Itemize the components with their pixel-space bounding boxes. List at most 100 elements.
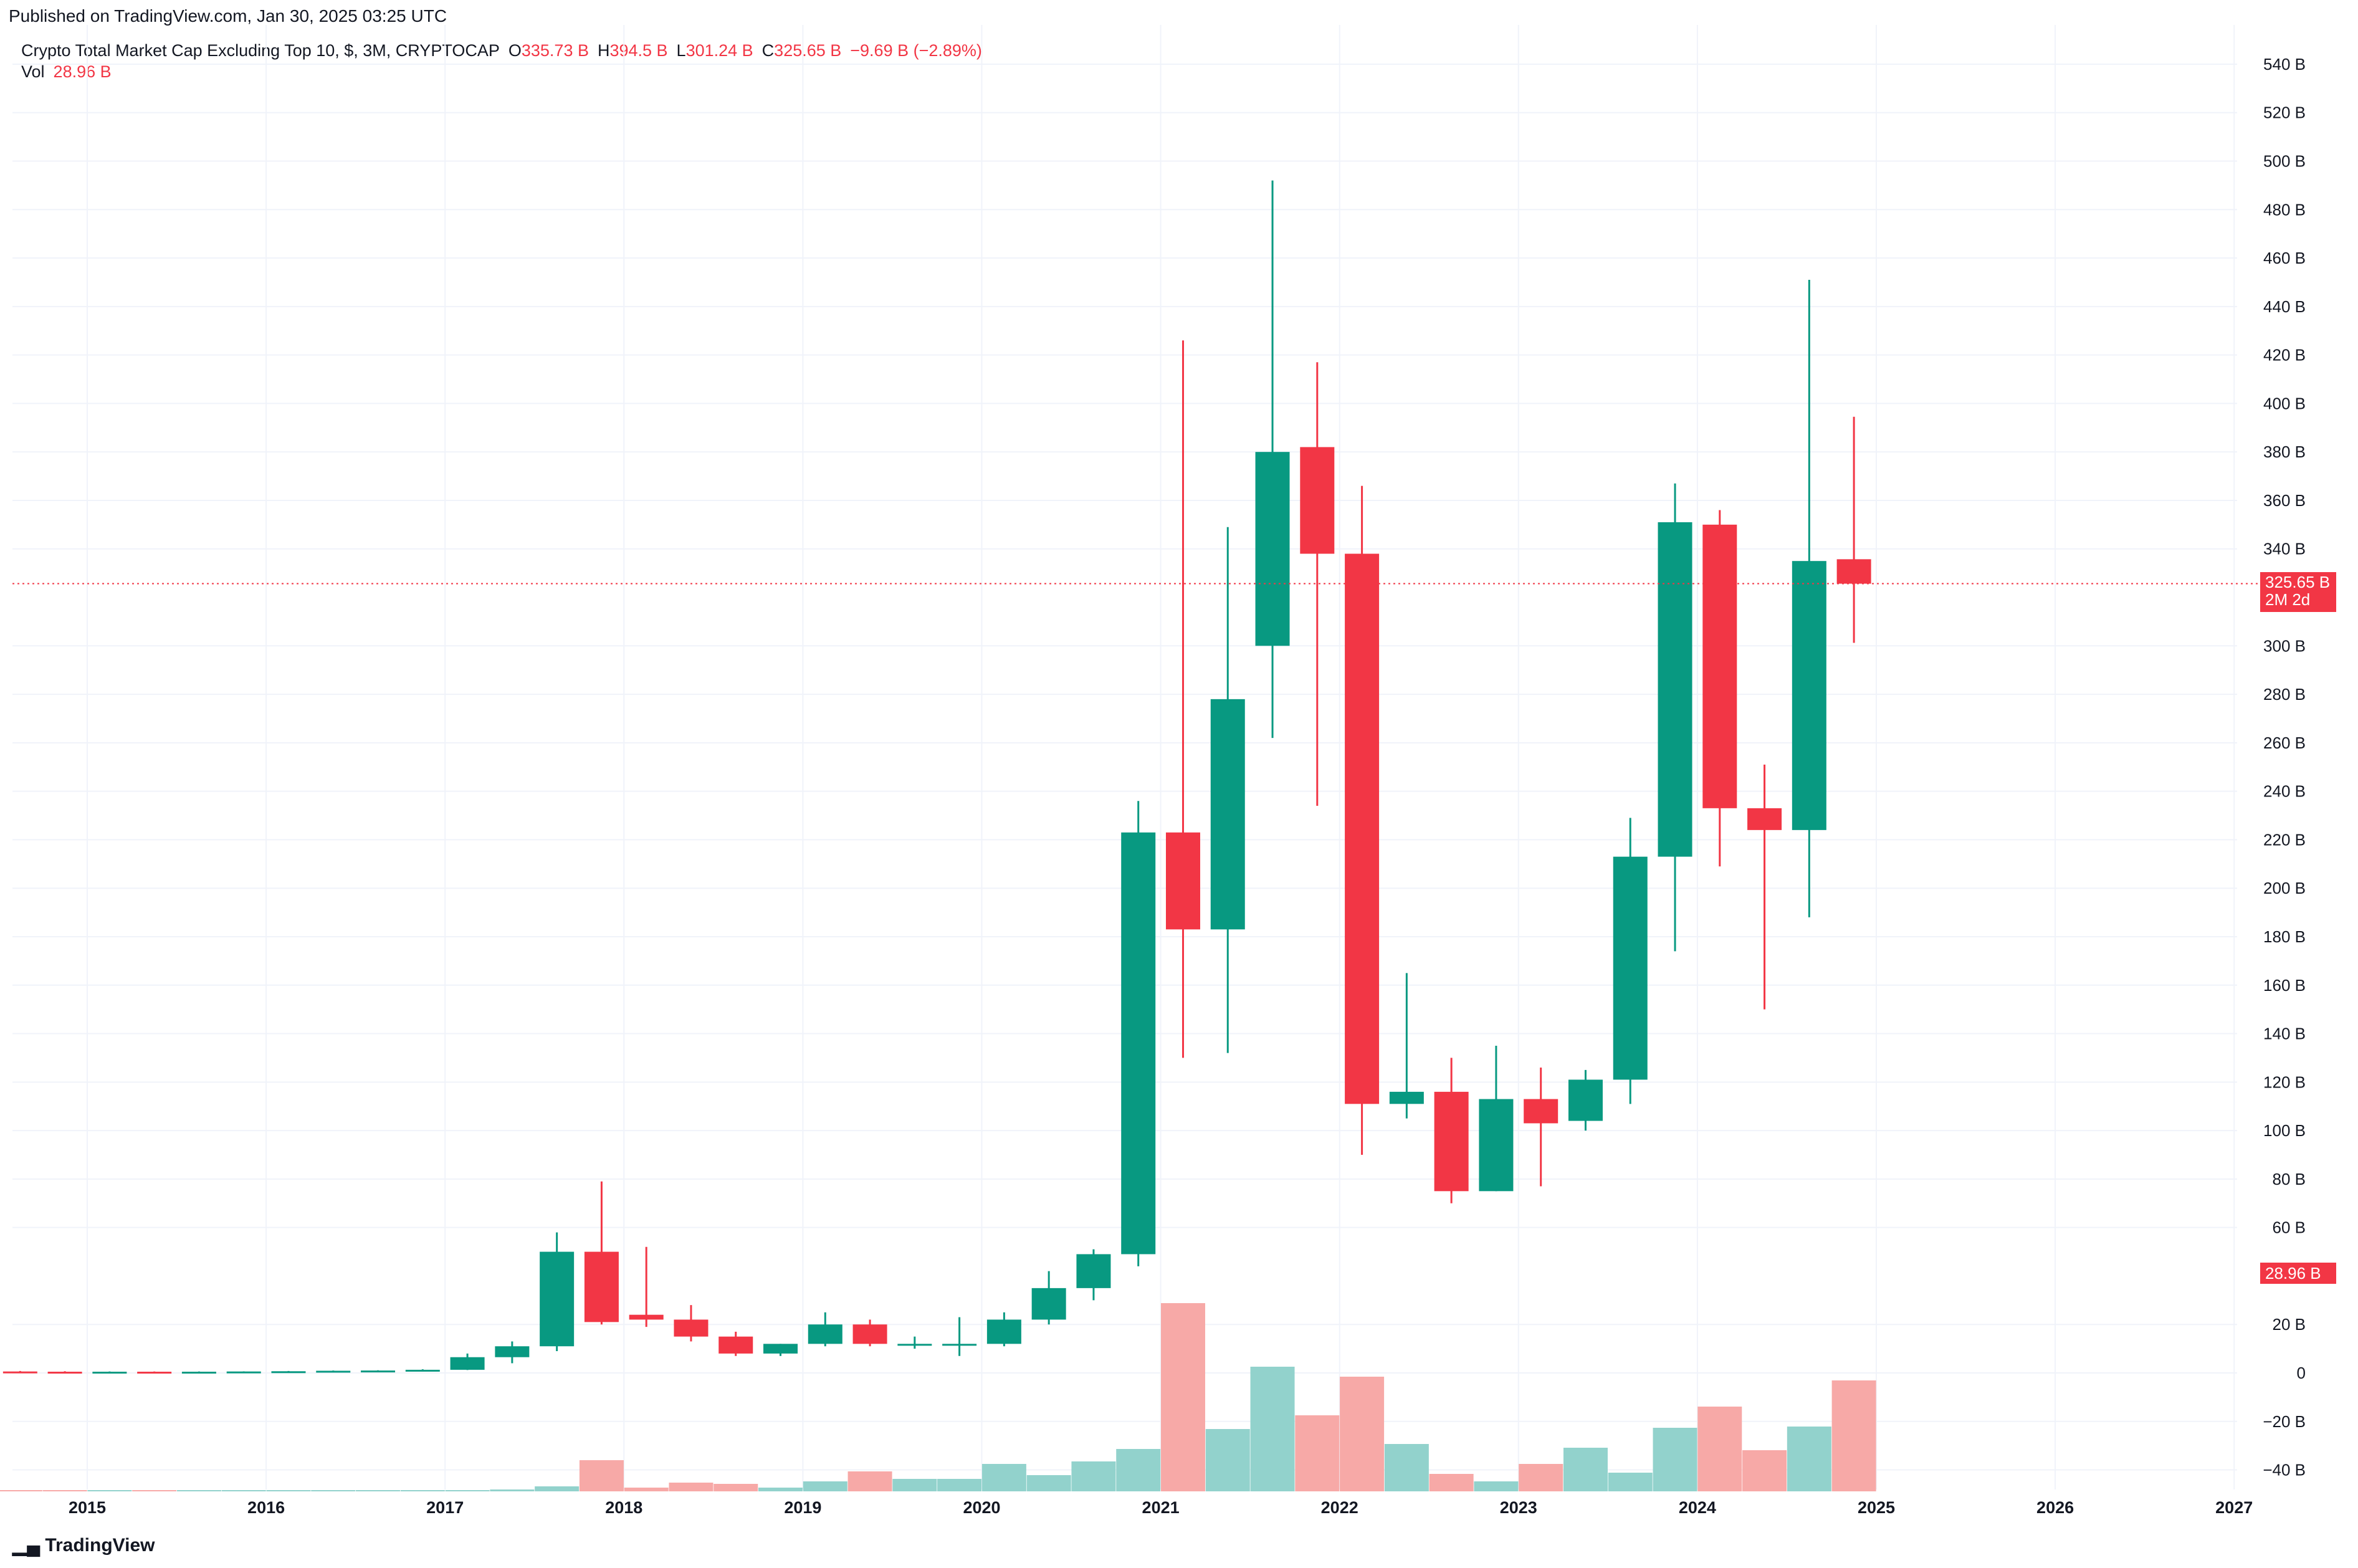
volume-bar [1116,1449,1161,1491]
volume-bar [266,1490,311,1491]
candle-body [852,1324,887,1344]
candle-body [584,1251,619,1322]
y-tick-label: 220 B [2263,830,2306,849]
low-value: 301.24 B [685,41,753,60]
candle-body [629,1314,664,1320]
candle-body [137,1372,172,1374]
candle-body [1121,832,1156,1255]
candles [2,180,1871,1374]
brand-name: TradingView [45,1535,155,1556]
candle-body [316,1370,351,1373]
x-tick-label: 2018 [605,1498,642,1517]
candle-body [1658,522,1692,857]
x-tick-label: 2021 [1142,1498,1180,1517]
y-tick-label: 420 B [2263,346,2306,365]
y-tick-label: 20 B [2273,1315,2306,1334]
y-tick-label: 260 B [2263,734,2306,752]
last-price-value: 325.65 B [2265,573,2331,591]
y-tick-label: −20 B [2263,1412,2306,1431]
y-tick-label: 280 B [2263,685,2306,704]
volume-bar [490,1489,535,1491]
volume-bar [758,1488,803,1491]
candle-body [808,1324,842,1344]
y-tick-label: 500 B [2263,152,2306,171]
y-tick-label: 380 B [2263,442,2306,461]
close-label: C [761,41,775,60]
x-tick-label: 2017 [426,1498,464,1517]
volume-bar [981,1464,1026,1491]
volume-bar [714,1484,758,1491]
y-tick-label: 80 B [2273,1170,2306,1188]
candle-body [1389,1091,1424,1104]
y-tick-label: 100 B [2263,1121,2306,1140]
volume-bar [937,1479,982,1491]
published-note: Published on TradingView.com, Jan 30, 20… [9,6,447,26]
candle-body [271,1371,306,1374]
volume-bars [0,1303,1876,1491]
x-tick-label: 2022 [1321,1498,1358,1517]
y-tick-label: 520 B [2263,103,2306,122]
legend-volume-line: Vol 28.96 B [21,61,982,82]
candle-body [674,1319,709,1337]
x-tick-label: 2023 [1500,1498,1537,1517]
volume-bar [42,1490,87,1491]
candle-body [942,1344,977,1346]
volume-bar [847,1471,892,1491]
volume-bar [87,1490,132,1491]
candle-body [226,1371,261,1374]
volume-bar [579,1460,624,1491]
candle-body [405,1369,440,1372]
y-tick-label: 60 B [2273,1218,2306,1237]
y-tick-label: 240 B [2263,782,2306,801]
candle-body [1568,1079,1603,1121]
x-tick-label: 2024 [1679,1498,1716,1517]
y-tick-label: 160 B [2263,976,2306,995]
candle-body [1076,1254,1111,1288]
price-axis[interactable]: 540 B 520 B 500 B 480 B 460 B 440 B 420 B 400 B… [2263,55,2306,1480]
last-price-tag: 325.65 B 2M 2d [2260,572,2336,612]
tradingview-logo[interactable]: ▁▄ TradingView [12,1534,155,1556]
volume-label[interactable]: Vol [21,62,45,81]
volume-value: 28.96 B [53,62,112,81]
time-axis[interactable]: 2015 2016 2017 2018 2019 2020 2021 2022 2023 2024… [69,1498,2253,1517]
candle-body [450,1357,485,1370]
volume-bar [1160,1303,1205,1491]
candle-body [1255,452,1290,646]
change-value: −9.69 B (−2.89%) [850,41,982,60]
candle-body [1434,1091,1469,1192]
open-value: 335.73 B [521,41,589,60]
volume-bar [311,1490,356,1491]
candle-body [1836,559,1871,584]
x-tick-label: 2026 [2036,1498,2074,1517]
volume-bar [1340,1377,1385,1491]
y-tick-label: 200 B [2263,879,2306,897]
volume-bar [1026,1475,1071,1491]
x-tick-label: 2020 [963,1498,1000,1517]
volume-bar [1653,1428,1697,1491]
x-tick-label: 2027 [2215,1498,2253,1517]
volume-bar [1831,1380,1876,1491]
volume-bar [356,1490,401,1491]
volume-bar [892,1479,937,1491]
candle-body [718,1336,753,1354]
candle-body [1524,1099,1558,1124]
tradingview-logo-icon: ▁▄ [12,1535,41,1556]
legend-ohlc-line: Crypto Total Market Cap Excluding Top 10… [21,40,982,61]
candle-body [763,1344,798,1354]
candle-body [1613,856,1648,1080]
y-tick-label: 460 B [2263,249,2306,267]
symbol-title[interactable]: Crypto Total Market Cap Excluding Top 10… [21,41,500,60]
volume-bar [1295,1415,1340,1491]
volume-bar [1071,1461,1116,1491]
close-value: 325.65 B [774,41,842,60]
candle-body [986,1319,1021,1344]
x-tick-label: 2016 [247,1498,285,1517]
volume-bar [1429,1474,1474,1491]
candle-body [1031,1288,1066,1320]
volume-bar [176,1490,221,1491]
volume-bar [1608,1473,1653,1491]
volume-bar [1563,1448,1608,1491]
candle-body [92,1372,127,1374]
candle-body [1747,808,1782,830]
